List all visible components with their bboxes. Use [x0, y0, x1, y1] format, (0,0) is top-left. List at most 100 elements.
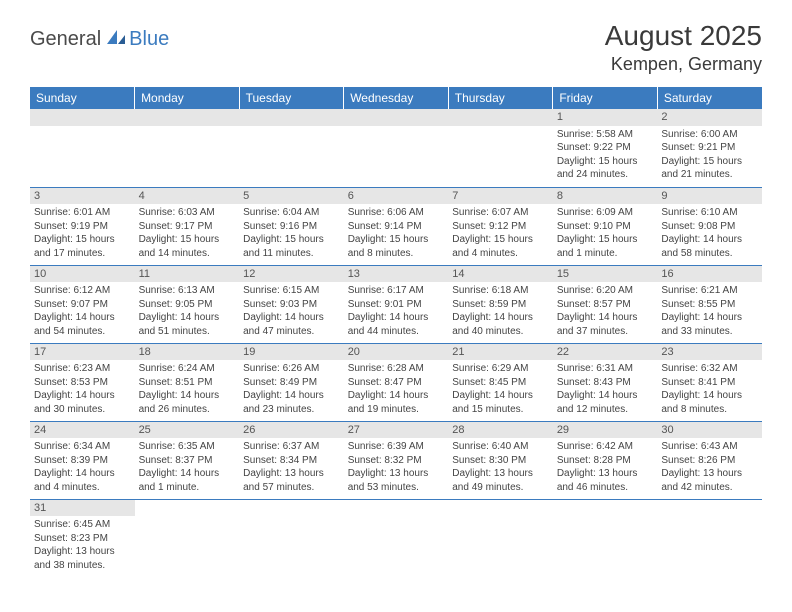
calendar-cell: 10Sunrise: 6:12 AMSunset: 9:07 PMDayligh… — [30, 265, 135, 343]
day-content: Sunrise: 6:13 AMSunset: 9:05 PMDaylight:… — [135, 282, 240, 342]
daylight-line2: and 21 minutes. — [661, 168, 758, 182]
weekday-header: Friday — [553, 87, 658, 109]
day-content: Sunrise: 6:10 AMSunset: 9:08 PMDaylight:… — [657, 204, 762, 264]
day-content: Sunrise: 6:07 AMSunset: 9:12 PMDaylight:… — [448, 204, 553, 264]
sunset-line: Sunset: 8:51 PM — [139, 376, 236, 390]
sunset-line: Sunset: 8:32 PM — [348, 454, 445, 468]
day-content: Sunrise: 6:40 AMSunset: 8:30 PMDaylight:… — [448, 438, 553, 498]
day-content: Sunrise: 6:42 AMSunset: 8:28 PMDaylight:… — [553, 438, 658, 498]
daylight-line2: and 42 minutes. — [661, 481, 758, 495]
day-number: 27 — [344, 422, 449, 439]
sunset-line: Sunset: 8:57 PM — [557, 298, 654, 312]
header: General Blue August 2025 Kempen, Germany — [30, 20, 762, 75]
sunrise-line: Sunrise: 6:12 AM — [34, 284, 131, 298]
calendar-cell — [448, 109, 553, 187]
calendar-row: 24Sunrise: 6:34 AMSunset: 8:39 PMDayligh… — [30, 421, 762, 499]
calendar-cell: 19Sunrise: 6:26 AMSunset: 8:49 PMDayligh… — [239, 343, 344, 421]
logo-text-general: General — [30, 28, 101, 51]
day-content: Sunrise: 6:03 AMSunset: 9:17 PMDaylight:… — [135, 204, 240, 264]
day-content: Sunrise: 6:29 AMSunset: 8:45 PMDaylight:… — [448, 360, 553, 420]
sunset-line: Sunset: 9:16 PM — [243, 220, 340, 234]
daylight-line2: and 17 minutes. — [34, 247, 131, 261]
sunrise-line: Sunrise: 6:40 AM — [452, 440, 549, 454]
day-content: Sunrise: 6:45 AMSunset: 8:23 PMDaylight:… — [30, 516, 135, 576]
daylight-line1: Daylight: 14 hours — [34, 311, 131, 325]
sunrise-line: Sunrise: 6:43 AM — [661, 440, 758, 454]
day-content: Sunrise: 6:09 AMSunset: 9:10 PMDaylight:… — [553, 204, 658, 264]
sunset-line: Sunset: 8:59 PM — [452, 298, 549, 312]
sunrise-line: Sunrise: 6:04 AM — [243, 206, 340, 220]
daylight-line2: and 47 minutes. — [243, 325, 340, 339]
sunrise-line: Sunrise: 6:07 AM — [452, 206, 549, 220]
calendar-cell — [448, 499, 553, 577]
calendar-cell: 3Sunrise: 6:01 AMSunset: 9:19 PMDaylight… — [30, 187, 135, 265]
calendar-cell: 7Sunrise: 6:07 AMSunset: 9:12 PMDaylight… — [448, 187, 553, 265]
sunset-line: Sunset: 8:39 PM — [34, 454, 131, 468]
calendar-cell: 8Sunrise: 6:09 AMSunset: 9:10 PMDaylight… — [553, 187, 658, 265]
sunset-line: Sunset: 8:23 PM — [34, 532, 131, 546]
day-content: Sunrise: 6:17 AMSunset: 9:01 PMDaylight:… — [344, 282, 449, 342]
daylight-line1: Daylight: 14 hours — [348, 311, 445, 325]
day-number: 7 — [448, 188, 553, 205]
calendar-cell: 30Sunrise: 6:43 AMSunset: 8:26 PMDayligh… — [657, 421, 762, 499]
sunrise-line: Sunrise: 6:39 AM — [348, 440, 445, 454]
day-number: 5 — [239, 188, 344, 205]
sunset-line: Sunset: 9:14 PM — [348, 220, 445, 234]
day-number: 16 — [657, 266, 762, 283]
daylight-line1: Daylight: 14 hours — [243, 389, 340, 403]
calendar-cell: 13Sunrise: 6:17 AMSunset: 9:01 PMDayligh… — [344, 265, 449, 343]
day-number: 15 — [553, 266, 658, 283]
title-block: August 2025 Kempen, Germany — [605, 20, 762, 75]
daylight-line1: Daylight: 14 hours — [661, 311, 758, 325]
calendar-cell — [344, 109, 449, 187]
weekday-header: Thursday — [448, 87, 553, 109]
calendar-row: 3Sunrise: 6:01 AMSunset: 9:19 PMDaylight… — [30, 187, 762, 265]
sunset-line: Sunset: 8:41 PM — [661, 376, 758, 390]
sunset-line: Sunset: 8:37 PM — [139, 454, 236, 468]
sunset-line: Sunset: 8:43 PM — [557, 376, 654, 390]
daylight-line1: Daylight: 14 hours — [452, 389, 549, 403]
daylight-line2: and 12 minutes. — [557, 403, 654, 417]
calendar-cell: 25Sunrise: 6:35 AMSunset: 8:37 PMDayligh… — [135, 421, 240, 499]
day-number: 11 — [135, 266, 240, 283]
weekday-header: Sunday — [30, 87, 135, 109]
calendar-cell — [239, 109, 344, 187]
daylight-line2: and 4 minutes. — [34, 481, 131, 495]
day-content: Sunrise: 5:58 AMSunset: 9:22 PMDaylight:… — [553, 126, 658, 186]
sail-icon — [105, 28, 127, 51]
daylight-line2: and 51 minutes. — [139, 325, 236, 339]
daylight-line1: Daylight: 15 hours — [34, 233, 131, 247]
daylight-line1: Daylight: 14 hours — [557, 311, 654, 325]
daylight-line2: and 14 minutes. — [139, 247, 236, 261]
sunrise-line: Sunrise: 6:32 AM — [661, 362, 758, 376]
daylight-line2: and 44 minutes. — [348, 325, 445, 339]
day-number: 9 — [657, 188, 762, 205]
daylight-line1: Daylight: 15 hours — [557, 233, 654, 247]
day-number-bar-empty — [344, 109, 449, 126]
day-number: 26 — [239, 422, 344, 439]
daylight-line1: Daylight: 14 hours — [34, 389, 131, 403]
sunrise-line: Sunrise: 6:09 AM — [557, 206, 654, 220]
daylight-line2: and 15 minutes. — [452, 403, 549, 417]
day-number: 18 — [135, 344, 240, 361]
sunset-line: Sunset: 9:01 PM — [348, 298, 445, 312]
daylight-line2: and 11 minutes. — [243, 247, 340, 261]
day-number: 2 — [657, 109, 762, 126]
weekday-header-row: Sunday Monday Tuesday Wednesday Thursday… — [30, 87, 762, 109]
weekday-header: Saturday — [657, 87, 762, 109]
daylight-line2: and 4 minutes. — [452, 247, 549, 261]
day-number-bar-empty — [239, 109, 344, 126]
sunrise-line: Sunrise: 6:18 AM — [452, 284, 549, 298]
sunset-line: Sunset: 8:55 PM — [661, 298, 758, 312]
calendar-cell: 21Sunrise: 6:29 AMSunset: 8:45 PMDayligh… — [448, 343, 553, 421]
calendar-cell: 11Sunrise: 6:13 AMSunset: 9:05 PMDayligh… — [135, 265, 240, 343]
daylight-line2: and 54 minutes. — [34, 325, 131, 339]
calendar-cell — [135, 499, 240, 577]
sunset-line: Sunset: 9:03 PM — [243, 298, 340, 312]
calendar-cell: 16Sunrise: 6:21 AMSunset: 8:55 PMDayligh… — [657, 265, 762, 343]
daylight-line1: Daylight: 15 hours — [661, 155, 758, 169]
weekday-header: Monday — [135, 87, 240, 109]
calendar-table: Sunday Monday Tuesday Wednesday Thursday… — [30, 87, 762, 577]
sunset-line: Sunset: 9:19 PM — [34, 220, 131, 234]
sunset-line: Sunset: 8:45 PM — [452, 376, 549, 390]
